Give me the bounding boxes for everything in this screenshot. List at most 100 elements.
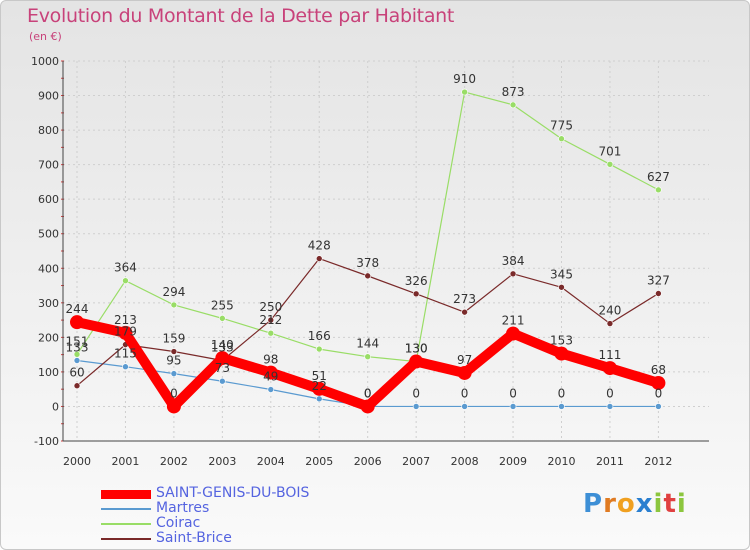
y-tick-label: 0 bbox=[52, 400, 59, 413]
data-point bbox=[170, 301, 178, 309]
data-point bbox=[118, 325, 133, 340]
x-tick-label: 2011 bbox=[596, 455, 624, 468]
data-label: 384 bbox=[502, 254, 525, 268]
data-label: 378 bbox=[356, 256, 379, 270]
data-point bbox=[651, 375, 666, 390]
data-point bbox=[554, 346, 569, 361]
data-point bbox=[457, 365, 472, 380]
data-point bbox=[655, 290, 662, 297]
logo-letter: o bbox=[616, 489, 636, 519]
data-point bbox=[461, 308, 468, 316]
data-label: 73 bbox=[215, 361, 230, 375]
data-point bbox=[412, 290, 420, 298]
data-point bbox=[461, 88, 468, 96]
data-point bbox=[558, 135, 565, 143]
data-point bbox=[655, 403, 662, 410]
data-label: 68 bbox=[651, 363, 666, 377]
data-point bbox=[170, 348, 178, 355]
logo-letter: t bbox=[663, 489, 677, 519]
data-point bbox=[509, 270, 517, 278]
data-point bbox=[315, 395, 323, 403]
logo-letter: i bbox=[676, 489, 687, 519]
data-point bbox=[364, 272, 372, 280]
x-tick-label: 2003 bbox=[208, 455, 236, 468]
y-tick-label: 300 bbox=[38, 297, 59, 310]
data-label: 0 bbox=[170, 386, 178, 400]
x-tick-label: 2000 bbox=[63, 455, 91, 468]
data-label: 49 bbox=[263, 370, 278, 384]
data-label: 60 bbox=[69, 366, 84, 380]
y-tick-label: 100 bbox=[38, 366, 59, 379]
legend-swatch bbox=[101, 538, 151, 540]
legend-swatch bbox=[101, 523, 151, 525]
data-point bbox=[606, 160, 614, 168]
data-label: 213 bbox=[114, 313, 137, 327]
data-label: 294 bbox=[162, 285, 185, 299]
data-point bbox=[263, 365, 278, 380]
data-label: 0 bbox=[412, 386, 420, 400]
y-tick-label: 500 bbox=[38, 228, 59, 241]
data-point bbox=[509, 101, 517, 109]
data-point bbox=[267, 329, 275, 337]
data-label: 273 bbox=[453, 292, 476, 306]
chart-subtitle: (en €) bbox=[29, 30, 62, 43]
data-point bbox=[70, 315, 84, 330]
data-label: 22 bbox=[312, 379, 327, 393]
data-point bbox=[267, 386, 275, 393]
data-label: 97 bbox=[457, 353, 472, 367]
y-tick-label: 700 bbox=[38, 159, 59, 172]
data-label: 345 bbox=[550, 267, 573, 281]
x-tick-label: 2005 bbox=[305, 455, 333, 468]
data-label: 133 bbox=[211, 341, 234, 355]
data-label: 428 bbox=[308, 239, 331, 253]
data-point bbox=[219, 377, 226, 385]
data-label: 151 bbox=[66, 334, 89, 348]
data-label: 153 bbox=[550, 334, 573, 348]
data-point bbox=[360, 399, 375, 414]
data-label: 0 bbox=[461, 386, 469, 400]
data-label: 51 bbox=[312, 369, 327, 383]
legend-label: Coirac bbox=[156, 515, 201, 531]
x-tick-label: 2001 bbox=[111, 455, 139, 468]
data-point bbox=[312, 381, 327, 396]
data-point bbox=[509, 403, 517, 410]
legend-swatch bbox=[101, 508, 151, 510]
y-tick-label: -100 bbox=[34, 435, 59, 448]
data-label: 255 bbox=[211, 298, 234, 312]
data-point bbox=[170, 370, 178, 377]
data-point bbox=[655, 186, 662, 194]
data-label: 326 bbox=[405, 274, 428, 288]
data-label: 144 bbox=[356, 337, 379, 351]
data-point bbox=[412, 403, 420, 410]
y-tick-label: 400 bbox=[38, 262, 59, 275]
data-point bbox=[461, 403, 468, 410]
data-label: 0 bbox=[509, 386, 517, 400]
data-label: 95 bbox=[166, 354, 181, 368]
data-label: 98 bbox=[263, 353, 278, 367]
data-label: 0 bbox=[558, 386, 566, 400]
logo-letter: i bbox=[653, 489, 664, 519]
data-label: 130 bbox=[405, 342, 428, 356]
logo-letter: P bbox=[583, 489, 604, 519]
legend-swatch bbox=[101, 489, 151, 499]
data-label: 775 bbox=[550, 119, 573, 133]
data-label: 0 bbox=[655, 386, 663, 400]
logo-letter: x bbox=[635, 489, 654, 519]
legend-label: SAINT-GENIS-DU-BOIS bbox=[156, 485, 310, 501]
data-point bbox=[602, 361, 617, 376]
data-label: 0 bbox=[606, 386, 614, 400]
y-tick-label: 200 bbox=[38, 331, 59, 344]
logo-letter: r bbox=[603, 489, 617, 519]
x-tick-label: 2002 bbox=[160, 455, 188, 468]
data-label: 873 bbox=[502, 85, 525, 99]
legend-label: Martres bbox=[156, 500, 210, 516]
y-tick-label: 800 bbox=[38, 124, 59, 137]
data-label: 130 bbox=[405, 342, 428, 356]
data-point bbox=[122, 277, 129, 285]
y-tick-label: 900 bbox=[38, 90, 59, 103]
data-point bbox=[606, 403, 614, 410]
data-point bbox=[73, 357, 81, 364]
y-tick-label: 1000 bbox=[31, 55, 59, 68]
data-point bbox=[364, 353, 372, 361]
data-label: 910 bbox=[453, 72, 476, 86]
